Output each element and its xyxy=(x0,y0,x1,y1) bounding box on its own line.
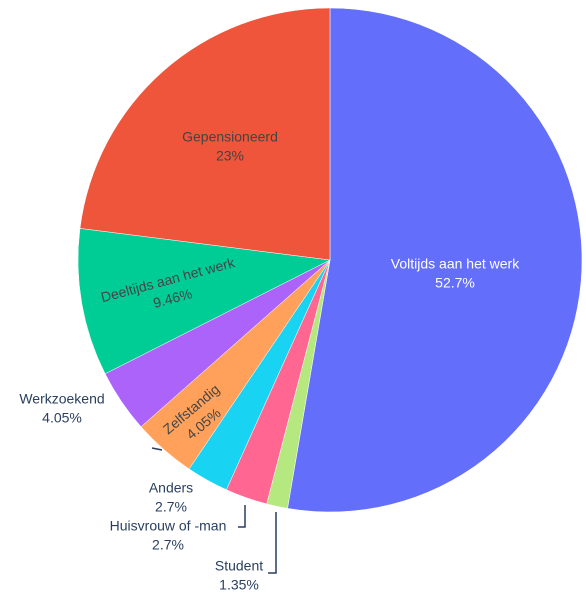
leader-line xyxy=(268,512,277,574)
leader-line xyxy=(151,447,163,451)
slice-label: Anders 2.7% xyxy=(149,480,193,515)
pie-slice xyxy=(79,7,331,261)
slice-name: Huisvrouw of -man xyxy=(110,518,227,534)
slice-name: Student xyxy=(215,558,263,574)
slice-name: Werkzoekend xyxy=(19,391,104,407)
slices xyxy=(77,7,583,513)
leader-line xyxy=(238,505,246,528)
slice-value: 2.7% xyxy=(155,499,187,515)
pie-slice xyxy=(77,228,331,375)
slice-name: Voltijds aan het werk xyxy=(391,256,520,272)
pie-slice xyxy=(287,7,583,513)
slice-label: Werkzoekend 4.05% xyxy=(19,391,104,426)
slice-value: 4.05% xyxy=(42,410,82,426)
slice-name: Anders xyxy=(149,480,193,496)
slice-label: Gepensioneerd 23% xyxy=(182,129,278,164)
slice-name: Gepensioneerd xyxy=(182,129,278,145)
slice-value: 52.7% xyxy=(435,275,475,291)
slice-label: Voltijds aan het werk 52.7% xyxy=(391,256,520,291)
slice-label: Student 1.35% xyxy=(215,558,263,593)
slice-value: 1.35% xyxy=(219,577,259,593)
slice-value: 23% xyxy=(216,148,244,164)
slice-value: 2.7% xyxy=(152,537,184,553)
slice-label: Huisvrouw of -man 2.7% xyxy=(110,518,227,553)
